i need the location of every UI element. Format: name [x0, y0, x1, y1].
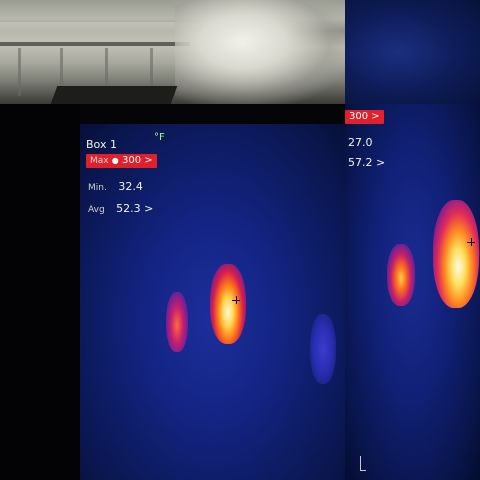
max-label: Max — [90, 156, 109, 166]
wall-ledge — [0, 42, 190, 46]
roof-object — [50, 86, 178, 104]
min-label: Min. — [88, 183, 107, 193]
avg-value-right[interactable]: 57.2 > — [348, 156, 386, 169]
cool-spot — [310, 314, 336, 384]
scale-tick — [360, 456, 361, 470]
max-value: 300 > — [121, 155, 153, 166]
spot-cursor-vertical — [471, 238, 472, 246]
thermal-strip-top — [345, 0, 480, 104]
max-value-right: 300 > — [349, 111, 380, 122]
avg-label: Avg — [88, 205, 105, 215]
max-marker-icon: ● — [111, 156, 119, 165]
steam-plume — [175, 0, 345, 104]
avg-value: 52.3 > — [116, 202, 154, 215]
avg-row[interactable]: Avg 52.3 > — [88, 203, 153, 216]
box-label: Box 1 — [86, 138, 117, 151]
hot-spot — [210, 264, 246, 344]
thermal-image-left — [80, 124, 345, 480]
spot-cursor-vertical — [236, 296, 237, 304]
building-wall — [0, 22, 200, 44]
max-temperature-badge[interactable]: Max ● 300 > — [86, 154, 157, 168]
warm-spot — [387, 244, 415, 306]
left-dark-area — [0, 104, 80, 480]
thermal-image-right — [345, 104, 480, 480]
visible-camera-image — [0, 0, 345, 104]
min-value: 32.4 — [118, 180, 143, 193]
temperature-unit: °F — [154, 132, 165, 143]
max-temperature-badge-right[interactable]: 300 > — [345, 110, 384, 124]
min-value-right: 27.0 — [348, 136, 373, 149]
warm-spot — [166, 292, 188, 352]
hot-spot — [433, 200, 479, 308]
min-row: Min. 32.4 — [88, 181, 143, 194]
scale-tick-base — [360, 470, 366, 471]
